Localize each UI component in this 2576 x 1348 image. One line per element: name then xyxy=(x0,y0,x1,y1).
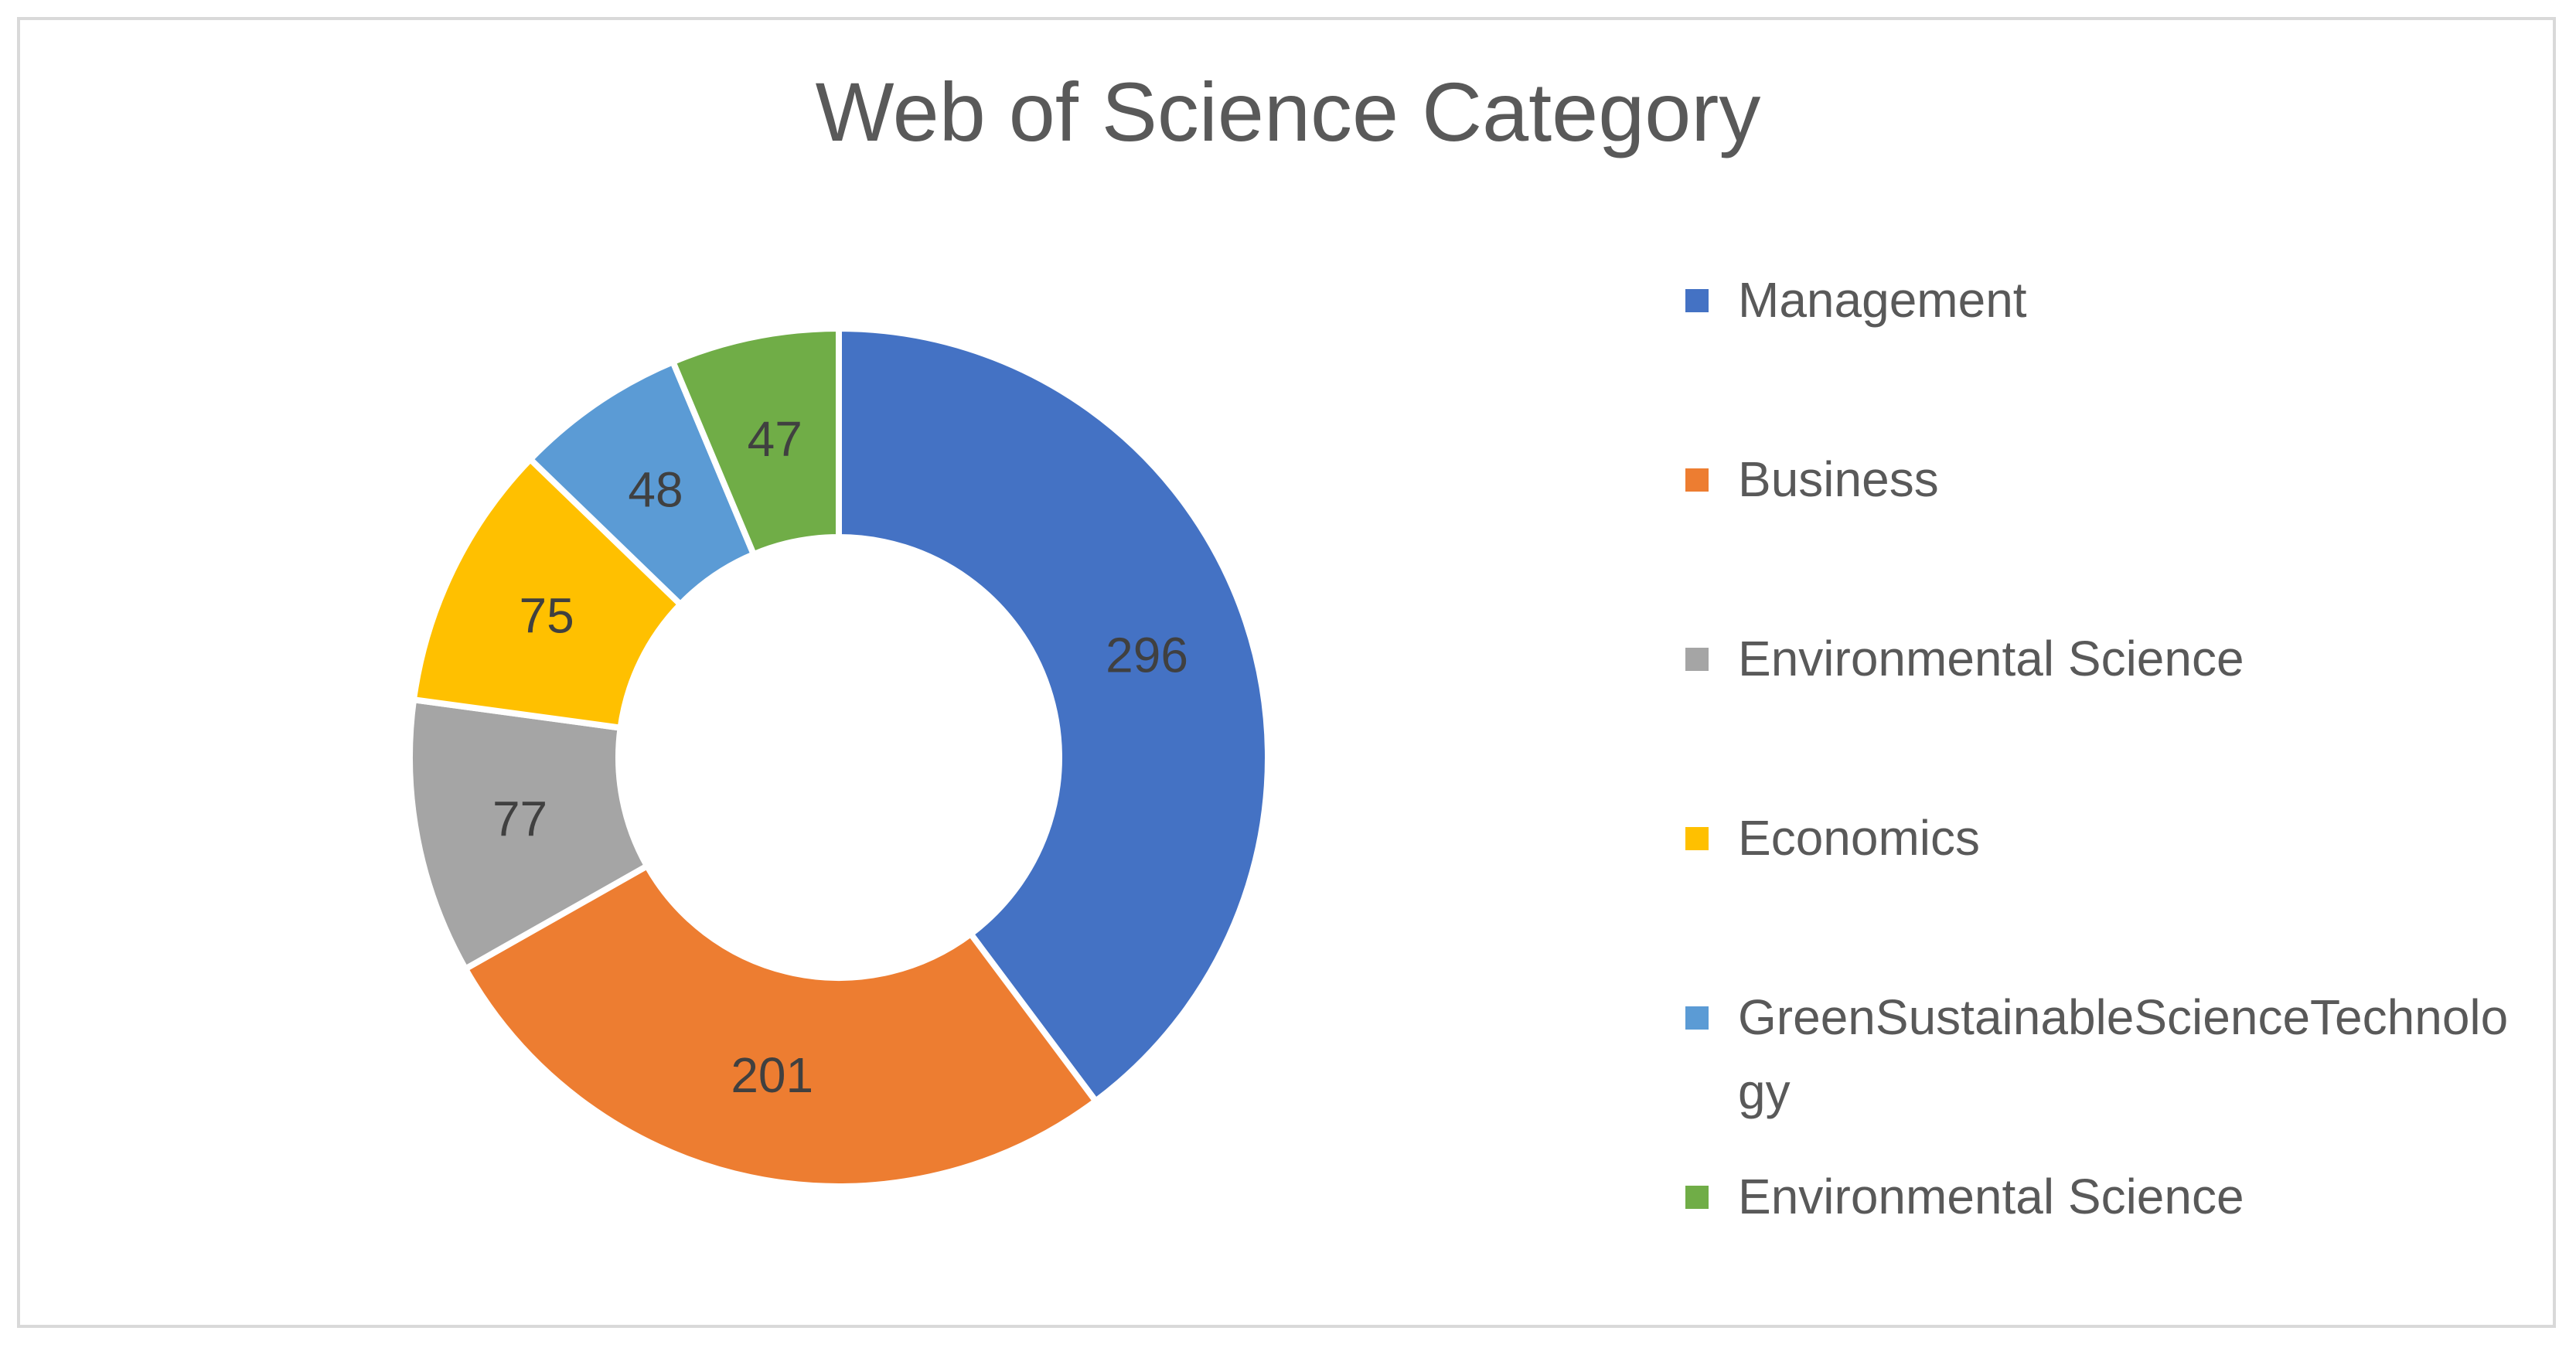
data-label-environmental-science-5: 47 xyxy=(748,411,802,467)
legend-item-management: Management xyxy=(1685,263,2536,337)
data-label-greensustainablesciencetechnology-4: 48 xyxy=(628,461,683,517)
donut-data-labels: 296 201 77 75 48 47 xyxy=(492,411,1188,1103)
chart-title: Web of Science Category xyxy=(815,65,1761,158)
data-label-economics-3: 75 xyxy=(520,588,574,644)
legend-swatch xyxy=(1685,1186,1709,1209)
legend-label: Environmental Science xyxy=(1738,631,2244,686)
legend-item-environmental-science: Environmental Science xyxy=(1685,621,2536,696)
legend-swatch xyxy=(1685,289,1709,312)
legend-label: Environmental Science xyxy=(1738,1169,2244,1224)
legend-label: Management xyxy=(1738,272,2027,328)
donut-slice-business-1 xyxy=(462,863,1099,1190)
legend-swatch xyxy=(1685,827,1709,850)
data-label-environmental-science-2: 77 xyxy=(492,791,547,846)
donut-slice-environmental-science-2 xyxy=(407,696,650,972)
legend-label: Business xyxy=(1738,451,1939,507)
data-label-management-0: 296 xyxy=(1106,628,1188,683)
legend-swatch xyxy=(1685,1006,1709,1030)
donut-slice-environmental-science-5 xyxy=(670,325,842,558)
legend-item-green-sustainable-science-technology: GreenSustainableScienceTechnology xyxy=(1685,980,2536,1128)
data-label-business-1: 201 xyxy=(731,1047,813,1103)
legend-item-environmental-science-2: Environmental Science xyxy=(1685,1159,2536,1234)
legend-item-business: Business xyxy=(1685,442,2536,516)
legend-label: Economics xyxy=(1738,810,1980,866)
legend-label: GreenSustainableScienceTechnology xyxy=(1738,989,2509,1119)
legend-swatch xyxy=(1685,648,1709,671)
donut-slice-management-0 xyxy=(836,325,1271,1105)
donut-slice-economics-3 xyxy=(411,456,684,731)
donut-slices xyxy=(407,325,1271,1190)
legend-item-economics: Economics xyxy=(1685,801,2536,875)
legend-swatch xyxy=(1685,468,1709,492)
